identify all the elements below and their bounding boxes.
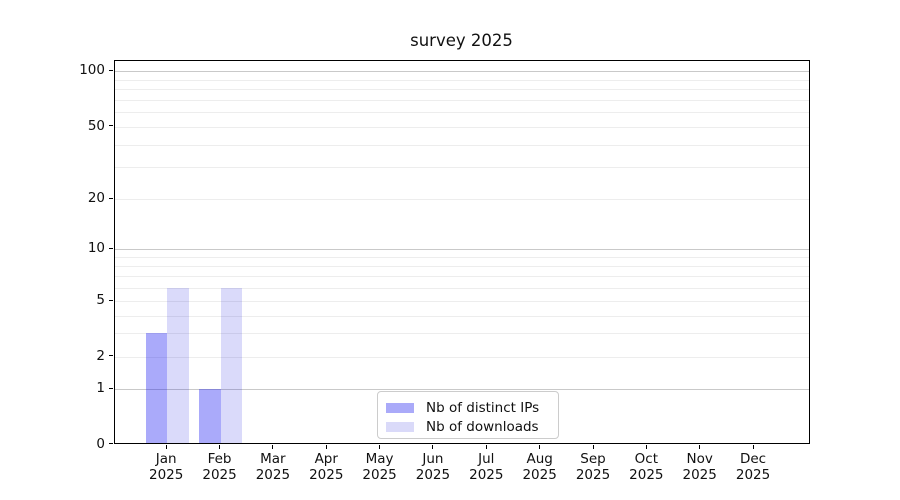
x-tick-month: Dec xyxy=(739,451,767,467)
y-gridline-minor xyxy=(114,126,809,128)
y-tick-label: 10 xyxy=(87,240,105,256)
x-tick-year: 2025 xyxy=(255,466,291,483)
x-tick-label: Dec 2025 xyxy=(718,451,788,483)
y-gridline-minor xyxy=(114,276,809,278)
x-tick-year: 2025 xyxy=(362,466,397,483)
x-tick-year: 2025 xyxy=(735,466,771,483)
x-tick xyxy=(752,444,754,449)
x-tick xyxy=(699,444,701,449)
x-tick-year: 2025 xyxy=(575,466,611,483)
plot-area xyxy=(113,60,810,444)
y-gridline-minor xyxy=(114,144,809,146)
x-tick-month: Sep xyxy=(580,451,606,467)
legend-swatch-distinct-ips xyxy=(386,402,414,413)
x-tick-month: Jun xyxy=(422,451,444,467)
legend: Nb of distinct IPs Nb of downloads xyxy=(377,391,559,439)
y-tick-label: 2 xyxy=(96,347,105,364)
x-tick-label: Jan 2025 xyxy=(131,451,201,483)
y-gridline-minor xyxy=(114,99,809,101)
legend-row-distinct-ips: Nb of distinct IPs xyxy=(386,398,558,417)
legend-swatch-downloads xyxy=(386,421,414,432)
y-gridline-major xyxy=(114,389,809,391)
x-tick xyxy=(539,444,541,449)
x-tick-month: Feb xyxy=(207,451,232,467)
x-tick-label: May 2025 xyxy=(345,451,415,483)
x-tick xyxy=(325,444,327,449)
x-tick xyxy=(592,444,594,449)
x-tick xyxy=(485,444,487,449)
x-tick-month: Nov xyxy=(686,451,713,467)
x-tick-label: Nov 2025 xyxy=(665,451,735,483)
y-gridline-minor xyxy=(114,257,809,259)
x-tick-label: Aug 2025 xyxy=(505,451,575,483)
x-tick-year: 2025 xyxy=(202,466,237,483)
x-tick xyxy=(165,444,167,449)
y-tick-label: 1 xyxy=(96,380,105,397)
x-tick xyxy=(432,444,434,449)
x-tick-year: 2025 xyxy=(149,466,184,483)
y-gridline-minor xyxy=(114,199,809,201)
y-gridline-minor xyxy=(114,315,809,317)
x-tick-month: Aug xyxy=(526,451,553,467)
y-gridline-major xyxy=(114,249,809,250)
y-gridline-major xyxy=(114,71,809,73)
y-tick xyxy=(109,247,113,249)
chart-title: survey 2025 xyxy=(410,31,513,50)
x-tick-month: Mar xyxy=(260,451,286,467)
x-tick-label: Mar 2025 xyxy=(238,451,308,483)
y-tick xyxy=(109,443,113,444)
y-tick xyxy=(109,387,113,389)
y-gridline-minor xyxy=(114,301,809,302)
x-tick-year: 2025 xyxy=(682,466,717,483)
y-gridline-minor xyxy=(114,112,809,114)
y-tick xyxy=(109,299,113,301)
legend-row-downloads: Nb of downloads xyxy=(386,417,558,436)
x-tick-month: Oct xyxy=(634,451,659,467)
y-tick xyxy=(109,125,113,127)
y-gridline-minor xyxy=(114,266,809,268)
x-tick-year: 2025 xyxy=(629,466,664,483)
x-tick xyxy=(272,444,274,449)
x-tick-label: Jun 2025 xyxy=(398,451,468,483)
x-tick-label: Apr 2025 xyxy=(291,451,361,483)
bar-distinct-ips-feb xyxy=(199,389,221,443)
x-tick xyxy=(645,444,647,449)
x-tick-year: 2025 xyxy=(522,466,557,483)
y-tick xyxy=(109,355,113,356)
x-tick-label: Oct 2025 xyxy=(611,451,681,483)
x-tick-label: Feb 2025 xyxy=(185,451,255,483)
legend-label-distinct-ips: Nb of distinct IPs xyxy=(426,399,540,416)
y-tick-label: 0 xyxy=(96,435,105,452)
y-gridline-minor xyxy=(114,287,809,289)
y-tick xyxy=(109,69,113,71)
x-tick-label: Jul 2025 xyxy=(451,451,521,483)
y-gridline-minor xyxy=(114,89,809,91)
x-tick-label: Sep 2025 xyxy=(558,451,628,483)
x-tick-month: May xyxy=(365,451,394,467)
y-tick xyxy=(109,197,113,199)
bar-downloads-feb xyxy=(220,287,242,443)
y-gridline-minor xyxy=(114,79,809,81)
x-tick-month: Jul xyxy=(478,451,495,467)
bar-downloads-jan xyxy=(167,287,189,443)
legend-label-downloads: Nb of downloads xyxy=(426,418,539,435)
y-tick-label: 100 xyxy=(79,62,105,79)
x-tick-year: 2025 xyxy=(415,466,451,483)
x-tick-year: 2025 xyxy=(309,466,344,483)
bar-distinct-ips-jan xyxy=(145,333,168,443)
y-gridline-minor xyxy=(114,167,809,169)
x-tick-month: Jan xyxy=(155,451,177,467)
y-gridline-minor xyxy=(114,333,809,335)
y-tick-label: 50 xyxy=(87,117,105,134)
x-tick-year: 2025 xyxy=(469,466,504,483)
x-tick-month: Apr xyxy=(314,451,338,467)
y-tick-label: 5 xyxy=(96,292,105,308)
x-tick xyxy=(219,444,221,449)
y-gridline-minor xyxy=(114,356,809,358)
y-tick-label: 20 xyxy=(87,190,105,207)
x-tick xyxy=(379,444,381,449)
